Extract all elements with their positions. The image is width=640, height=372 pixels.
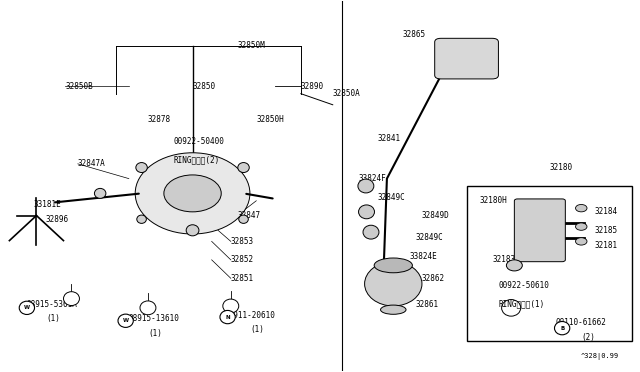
Text: 32853: 32853: [231, 237, 254, 246]
Ellipse shape: [63, 292, 79, 305]
Text: 32183: 32183: [492, 255, 515, 264]
Text: 08915-5361A: 08915-5361A: [27, 300, 77, 309]
Ellipse shape: [358, 179, 374, 193]
Text: 08911-20610: 08911-20610: [225, 311, 275, 320]
Text: N: N: [225, 315, 230, 320]
Text: 32850H: 32850H: [256, 115, 284, 124]
Ellipse shape: [136, 163, 147, 173]
Text: 32180: 32180: [549, 163, 573, 172]
Ellipse shape: [140, 301, 156, 315]
Text: 08110-61662: 08110-61662: [556, 318, 607, 327]
FancyBboxPatch shape: [435, 38, 499, 79]
Text: 33824F: 33824F: [358, 174, 386, 183]
Ellipse shape: [506, 260, 522, 271]
Text: 32851: 32851: [231, 274, 254, 283]
Text: 32180H: 32180H: [479, 196, 507, 205]
Text: ^328|0.99: ^328|0.99: [581, 353, 620, 359]
Text: 33824E: 33824E: [409, 251, 437, 261]
Ellipse shape: [164, 175, 221, 212]
Text: 08915-13610: 08915-13610: [129, 314, 180, 323]
Ellipse shape: [358, 205, 374, 219]
Text: 32847: 32847: [237, 211, 260, 220]
Text: 32841: 32841: [378, 134, 401, 142]
Text: 32850: 32850: [193, 82, 216, 91]
Text: 33181E: 33181E: [33, 200, 61, 209]
Text: 32849C: 32849C: [378, 193, 405, 202]
Ellipse shape: [19, 301, 35, 314]
Ellipse shape: [575, 223, 587, 230]
FancyBboxPatch shape: [515, 199, 565, 262]
Text: 32181: 32181: [594, 241, 617, 250]
Text: 00922-50610: 00922-50610: [499, 281, 549, 290]
Ellipse shape: [554, 321, 570, 335]
Ellipse shape: [239, 215, 248, 223]
Text: 32850M: 32850M: [237, 41, 265, 50]
Ellipse shape: [363, 225, 379, 239]
Text: 32890: 32890: [301, 82, 324, 91]
Text: 32850A: 32850A: [333, 89, 360, 98]
Text: (2): (2): [581, 333, 595, 342]
Ellipse shape: [220, 310, 236, 324]
Text: B: B: [560, 326, 564, 331]
Ellipse shape: [118, 314, 133, 327]
Text: (1): (1): [250, 326, 264, 334]
Text: 32849D: 32849D: [422, 211, 450, 220]
Text: RINGリング(2): RINGリング(2): [173, 155, 220, 165]
Text: 32865: 32865: [403, 30, 426, 39]
Text: (1): (1): [148, 329, 162, 338]
Text: W: W: [24, 305, 30, 310]
Text: 32862: 32862: [422, 274, 445, 283]
Ellipse shape: [95, 188, 106, 198]
Ellipse shape: [135, 153, 250, 234]
Ellipse shape: [365, 262, 422, 306]
Ellipse shape: [381, 305, 406, 314]
Ellipse shape: [575, 238, 587, 245]
Text: 32861: 32861: [415, 300, 438, 309]
Ellipse shape: [223, 299, 239, 313]
Text: 32185: 32185: [594, 226, 617, 235]
Text: 00922-50400: 00922-50400: [173, 137, 224, 146]
Text: RINGリング(1): RINGリング(1): [499, 300, 545, 309]
Text: W: W: [123, 318, 129, 323]
Text: 32847A: 32847A: [78, 159, 106, 169]
Ellipse shape: [374, 258, 412, 273]
Text: 32878: 32878: [148, 115, 171, 124]
Text: 32849C: 32849C: [415, 233, 444, 242]
Ellipse shape: [137, 215, 147, 223]
Ellipse shape: [575, 205, 587, 212]
Text: 32896: 32896: [46, 215, 69, 224]
Ellipse shape: [238, 163, 249, 173]
Text: 32850B: 32850B: [65, 82, 93, 91]
Ellipse shape: [186, 225, 199, 236]
Text: 32852: 32852: [231, 255, 254, 264]
Text: (1): (1): [46, 314, 60, 323]
Text: 32184: 32184: [594, 207, 617, 217]
